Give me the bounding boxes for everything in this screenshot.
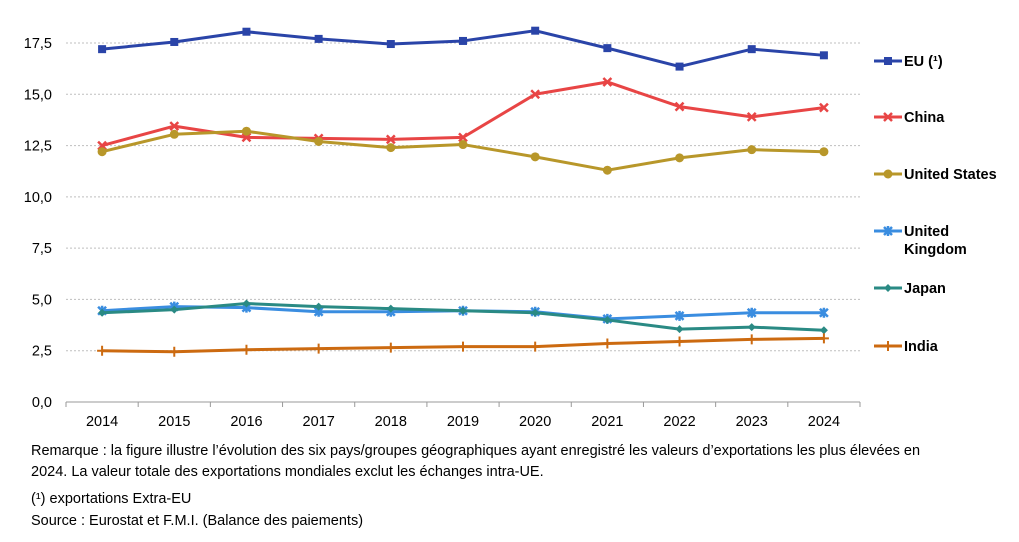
data-point-japan — [531, 308, 540, 317]
x-tick-label: 2016 — [230, 414, 262, 430]
x-tick-label: 2017 — [303, 414, 335, 430]
y-tick-label: 15,0 — [24, 87, 52, 103]
data-point-india — [385, 342, 396, 353]
data-point-india — [313, 343, 324, 354]
data-point-united-states — [241, 126, 251, 136]
data-point-united-states — [602, 165, 612, 175]
y-tick-label: 17,5 — [24, 36, 52, 52]
data-point-india — [241, 344, 252, 355]
x-tick-label: 2023 — [736, 414, 768, 430]
legend-marker-japan — [884, 284, 892, 292]
y-tick-label: 5,0 — [32, 292, 52, 308]
remark-line-1: Remarque : la figure illustre l’évolutio… — [31, 443, 921, 459]
x-tick-label: 2018 — [375, 414, 407, 430]
data-point-united-states — [97, 147, 107, 157]
data-point-china — [674, 101, 685, 112]
data-point-united-states — [675, 153, 685, 163]
data-point-japan — [459, 306, 467, 315]
data-point-china — [169, 121, 180, 131]
x-tick-label: 2021 — [591, 414, 623, 430]
data-point-india — [97, 345, 108, 356]
data-point-united-states — [819, 147, 829, 157]
data-point-india — [746, 334, 757, 345]
data-point-united-states — [747, 145, 757, 155]
data-point-eu — [98, 45, 107, 54]
data-point-eu — [747, 45, 756, 54]
y-tick-label: 7,5 — [32, 241, 52, 257]
legend-label-japan: Japan — [904, 281, 946, 297]
legend-label-united-states: United States — [904, 167, 997, 183]
data-point-united-states — [169, 129, 179, 139]
legend-label-united-kingdom: United Kingdom — [904, 224, 967, 258]
legend-marker-china — [883, 112, 893, 122]
data-point-united-states — [386, 143, 396, 153]
data-point-eu — [314, 34, 323, 43]
legend-marker-united-states — [883, 169, 893, 179]
data-point-japan — [603, 315, 612, 324]
source: Source : Eurostat et F.M.I. (Balance des… — [31, 513, 364, 529]
data-point-united-states — [458, 140, 468, 150]
data-point-india — [458, 341, 468, 352]
legend-label-india: India — [904, 339, 939, 355]
remark-line-2: 2024. La valeur totale des exportations … — [31, 464, 544, 480]
data-point-japan — [747, 323, 756, 332]
x-tick-label: 2015 — [158, 414, 190, 430]
legend-marker-eu — [884, 57, 892, 65]
legend-label-china: China — [904, 110, 945, 126]
legend-label-eu: EU (¹) — [904, 54, 943, 70]
y-tick-label: 12,5 — [24, 139, 52, 155]
line-chart: 0,0 2,5 5,0 7,5 10,0 12,5 15,0 17,5 2014 2015 2016… — [24, 26, 997, 430]
data-point-india — [602, 338, 613, 349]
data-point-eu — [459, 36, 467, 45]
data-point-eu — [242, 27, 251, 36]
data-point-eu — [531, 26, 540, 35]
data-point-eu — [170, 37, 179, 46]
data-point-japan — [675, 325, 684, 334]
x-tick-label: 2014 — [86, 414, 118, 430]
data-point-united-kingdom — [819, 307, 829, 318]
data-point-india — [169, 346, 180, 357]
legend-marker-india — [883, 341, 893, 351]
data-point-eu — [675, 62, 684, 71]
data-point-japan — [386, 304, 395, 313]
y-tick-label: 10,0 — [24, 190, 52, 206]
series-line-eu — [101, 29, 825, 69]
data-point-japan — [314, 302, 323, 311]
footnote: (¹) exportations Extra-EU — [31, 491, 192, 507]
legend-marker-united-kingdom — [883, 226, 893, 236]
data-point-india — [674, 336, 685, 347]
data-point-japan — [98, 308, 107, 317]
data-point-eu — [819, 51, 828, 60]
data-point-united-states — [530, 152, 540, 162]
data-point-united-states — [314, 136, 324, 146]
x-tick-label: 2019 — [447, 414, 479, 430]
x-tick-label: 2024 — [808, 414, 840, 430]
data-point-eu — [603, 44, 612, 53]
data-point-japan — [170, 305, 179, 314]
x-tick-label: 2022 — [663, 414, 695, 430]
data-point-india — [818, 333, 829, 344]
data-point-japan — [242, 299, 251, 308]
y-tick-label: 2,5 — [32, 344, 52, 360]
data-point-china — [385, 134, 396, 145]
data-point-china — [458, 132, 468, 143]
data-point-china — [819, 102, 829, 113]
data-point-india — [530, 341, 541, 352]
data-point-united-kingdom — [746, 307, 757, 318]
x-tick-label: 2020 — [519, 414, 551, 430]
data-point-china — [602, 77, 613, 87]
data-point-eu — [386, 40, 395, 49]
data-point-united-kingdom — [674, 310, 685, 321]
data-point-japan — [819, 326, 828, 335]
data-point-china — [746, 111, 757, 122]
y-tick-label: 0,0 — [32, 395, 52, 411]
data-point-china — [530, 89, 541, 100]
